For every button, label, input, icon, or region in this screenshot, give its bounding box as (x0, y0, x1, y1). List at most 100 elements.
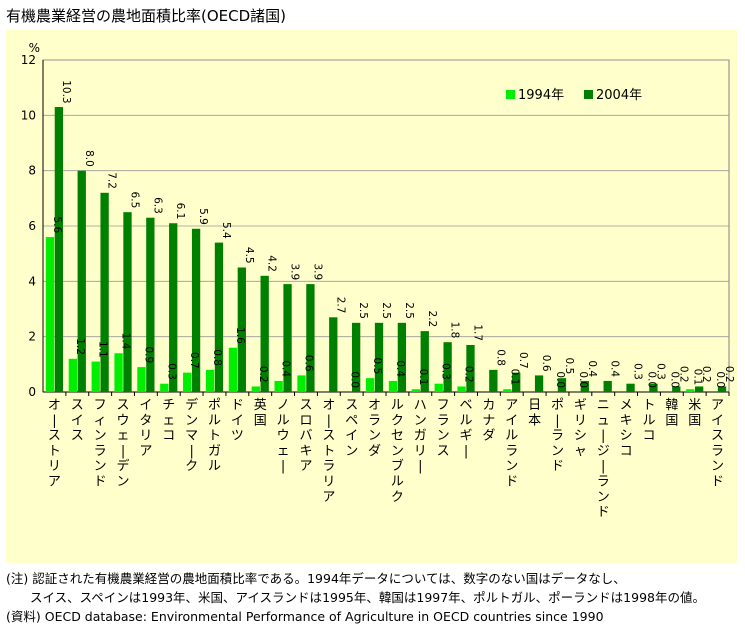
x-tick-label: オ|ストラリア (322, 398, 335, 505)
bar-1994 (251, 386, 260, 392)
data-label: 2.5 (403, 302, 415, 319)
bar-1994 (457, 386, 466, 392)
x-tick-label: オ|ストリア (48, 398, 61, 490)
bar-1994 (228, 347, 238, 392)
data-label: 0.4 (586, 360, 598, 377)
legend-label-1994: 1994年 (518, 88, 564, 103)
bar-2004 (237, 267, 246, 392)
bar-2004 (443, 342, 452, 392)
y-tick-label: 10 (21, 108, 36, 122)
bar-1994 (686, 389, 695, 392)
x-tick-label: 日本 (528, 398, 541, 428)
data-label: 0.3 (165, 363, 177, 380)
legend-swatch-2004 (584, 90, 593, 99)
y-tick-label: 6 (28, 219, 36, 233)
y-tick-label: 8 (28, 164, 36, 178)
bar-2004 (77, 170, 86, 392)
bar-2004 (352, 322, 361, 392)
data-label: 1.7 (471, 324, 483, 341)
data-label: 6.1 (174, 203, 186, 220)
data-label: 0.1 (508, 369, 520, 386)
data-label: 3.9 (289, 264, 301, 281)
bar-2004 (466, 344, 475, 392)
x-tick-label: ポルトガル (208, 398, 221, 474)
bar-2004 (603, 380, 612, 392)
bar-2004 (306, 284, 315, 392)
bar-1994 (183, 372, 192, 392)
bar-2004 (123, 212, 132, 392)
source-line: (資料) OECD database: Environmental Perfor… (6, 609, 604, 624)
x-tick-label: メキシコ (620, 398, 633, 459)
bar-2004 (717, 386, 727, 392)
data-label: 1.1 (97, 341, 109, 358)
data-label: 5.6 (51, 216, 63, 233)
data-label: 0.3 (632, 363, 644, 380)
y-tick-label: 0 (28, 385, 36, 399)
data-label: 8.0 (83, 150, 95, 167)
bar-1994 (114, 353, 123, 392)
data-label: 0.7 (188, 352, 200, 369)
data-label: 6.5 (128, 192, 140, 209)
x-tick-label: 韓国 (665, 398, 678, 428)
data-label: 0.5 (563, 358, 575, 375)
data-label: 0.4 (394, 360, 406, 377)
data-label: 0.5 (371, 358, 383, 375)
x-tick-label: 英国 (254, 398, 267, 428)
bar-1994 (91, 361, 100, 392)
x-tick-label: ニュ|ジ|ランド (597, 398, 610, 520)
data-label: 0.2 (463, 366, 475, 383)
bar-1994 (137, 367, 146, 392)
data-label: 0.4 (609, 360, 621, 377)
bar-1994 (68, 358, 77, 392)
data-label: 5.4 (220, 222, 232, 239)
y-tick-label: 2 (28, 330, 36, 344)
bar-2004 (557, 378, 567, 392)
data-label: 0.6 (540, 355, 552, 372)
data-label: 6.3 (151, 197, 163, 214)
bar-2004 (580, 380, 589, 392)
y-tick-label: 4 (28, 274, 36, 288)
bar-1994 (411, 389, 420, 392)
x-tick-label: ノルウェ| (277, 398, 290, 474)
x-tick-label: アイルランド (505, 398, 518, 490)
x-tick-label: スロバキア (299, 398, 312, 474)
bar-2004 (397, 322, 407, 392)
x-tick-label: トルコ (642, 398, 655, 444)
data-label: 2.2 (426, 311, 438, 328)
data-label: 0.8 (494, 349, 506, 366)
bar-2004 (672, 386, 681, 392)
bar-1994 (434, 383, 443, 392)
data-label: 0.0 (668, 371, 680, 388)
bar-2004 (374, 322, 384, 392)
bar-1994 (503, 389, 512, 392)
x-tick-label: アイスランド (711, 398, 724, 490)
bar-1994 (297, 375, 306, 392)
note-line: スイス、スペインは1993年、米国、アイスランドは1995年、韓国は1997年、… (30, 590, 705, 605)
bar-1994 (274, 380, 283, 392)
x-tick-label: スペイン (345, 398, 358, 459)
data-label: 1.8 (449, 322, 461, 339)
bar-1994 (388, 380, 398, 392)
x-tick-label: ポ|ランド (551, 398, 564, 474)
bar-2004 (169, 223, 178, 392)
bar-2004 (626, 383, 635, 392)
data-label: 4.2 (266, 255, 278, 272)
data-label: 0.7 (517, 352, 529, 369)
bar-1994 (160, 383, 169, 392)
y-axis-unit: % (29, 41, 40, 55)
x-tick-label: カナダ (482, 398, 495, 444)
data-label: 0.3 (654, 363, 666, 380)
bar-2004 (54, 107, 64, 393)
data-label: 0.1 (417, 369, 429, 386)
note-line: (注) 認証された有機農業経営の農地面積比率である。1994年データについては、… (6, 571, 626, 586)
data-label: 0.9 (142, 347, 154, 364)
bar-chart: 0 2 4 6 8 10 12% 5.6 10.3 オ|ストリア 1.2 8.0 スイス 1.1 7.2 フィ… (21, 41, 735, 520)
data-label: 2.5 (380, 302, 392, 319)
bar-2004 (649, 383, 658, 392)
bar-1994 (365, 378, 375, 392)
data-label: 0.0 (646, 371, 658, 388)
x-tick-label: スウェ|デン (117, 398, 130, 490)
legend-label-2004: 2004年 (596, 88, 642, 103)
bar-2004 (100, 192, 109, 392)
x-tick-label: ハンガリ| (414, 398, 427, 474)
